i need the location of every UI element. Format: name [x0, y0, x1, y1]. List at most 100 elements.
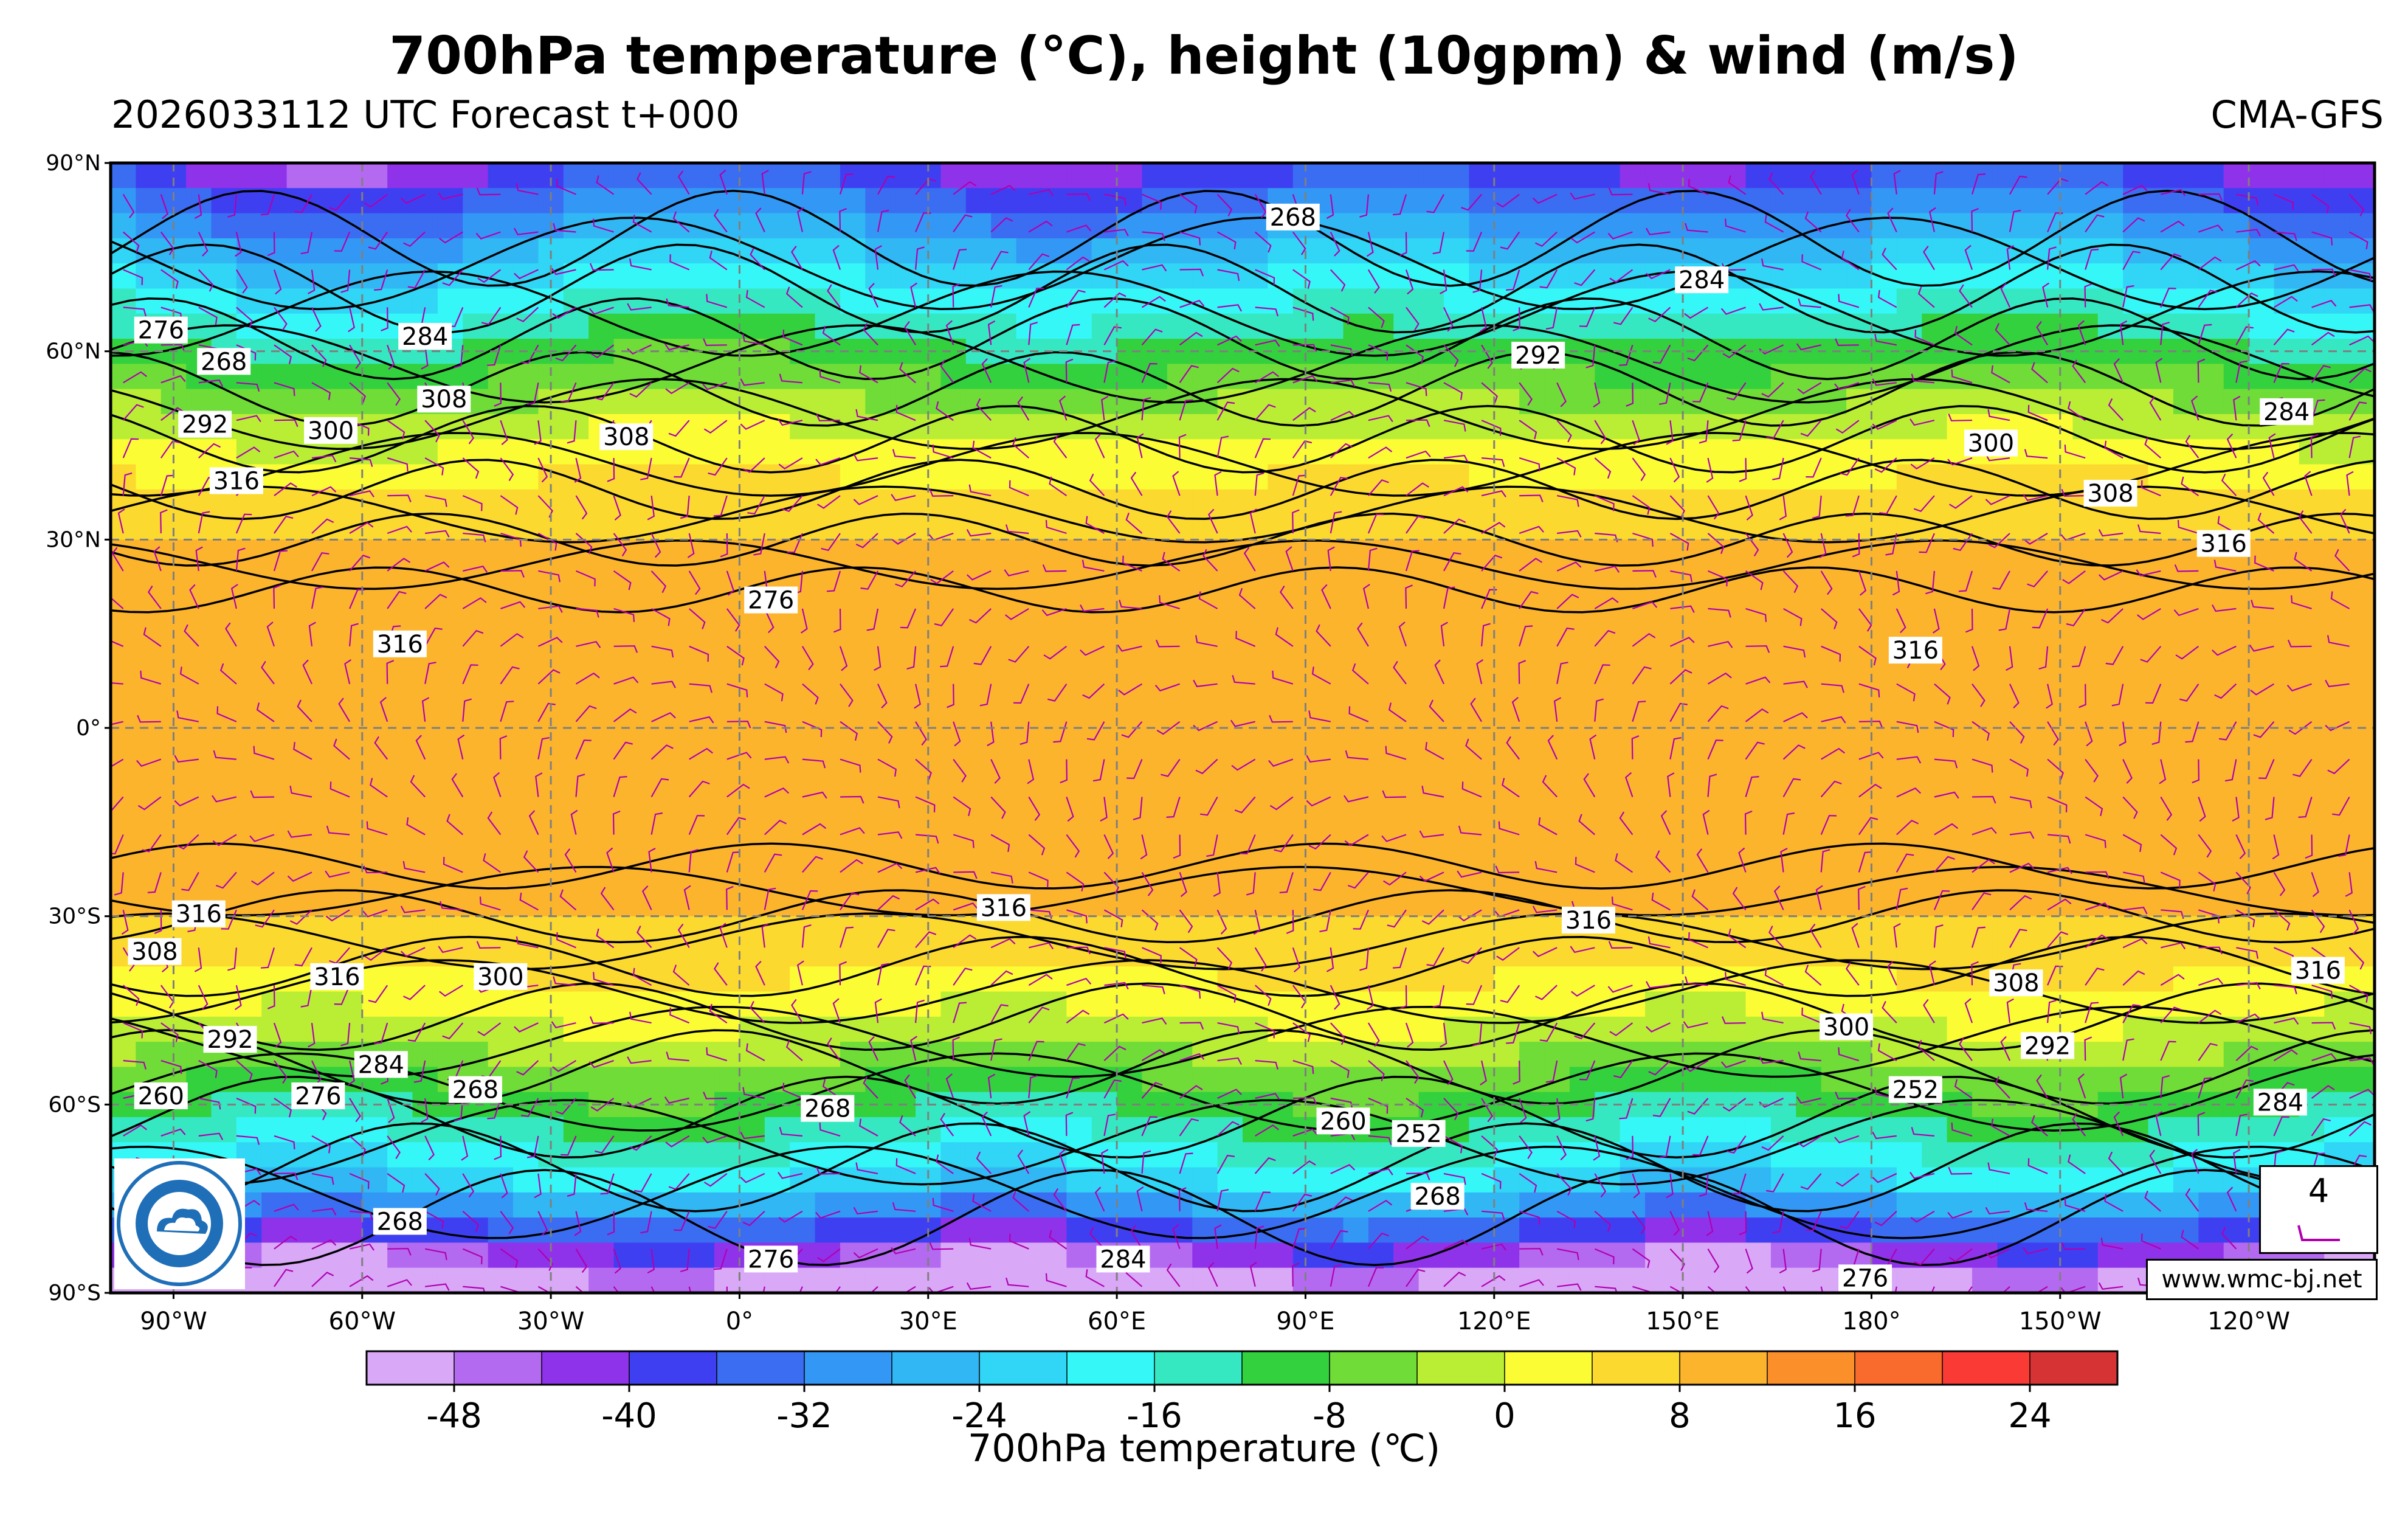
temperature-cell — [689, 765, 716, 792]
temperature-cell — [2249, 464, 2275, 490]
temperature-cell — [2223, 364, 2250, 390]
temperature-cell — [1770, 163, 1797, 189]
temperature-cell — [1217, 514, 1243, 541]
temperature-cell — [1167, 615, 1193, 641]
temperature-cell — [1393, 514, 1420, 541]
temperature-cell — [1041, 815, 1068, 842]
temperature-cell — [513, 564, 539, 590]
temperature-cell — [337, 589, 363, 616]
temperature-cell — [186, 1117, 212, 1143]
temperature-cell — [1544, 389, 1570, 415]
temperature-cell — [840, 389, 866, 415]
temperature-cell — [387, 765, 413, 792]
temperature-cell — [1569, 1192, 1596, 1219]
temperature-cell — [2299, 489, 2325, 516]
temperature-cell — [412, 1042, 438, 1068]
temperature-cell — [764, 966, 791, 992]
temperature-cell — [513, 364, 539, 390]
temperature-cell — [136, 464, 162, 490]
temperature-cell — [689, 740, 716, 766]
temperature-cell — [2097, 615, 2124, 641]
temperature-cell — [815, 1267, 841, 1293]
temperature-cell — [1896, 991, 1923, 1017]
temperature-cell — [840, 765, 866, 792]
temperature-cell — [1997, 489, 2023, 516]
temperature-cell — [890, 514, 917, 541]
temperature-cell — [1871, 163, 1897, 189]
temperature-cell — [1192, 991, 1218, 1017]
temperature-cell — [312, 389, 338, 415]
temperature-cell — [1720, 991, 1747, 1017]
temperature-cell — [1066, 1242, 1092, 1269]
temperature-cell — [186, 640, 212, 666]
temperature-cell — [312, 891, 338, 917]
temperature-cell — [2097, 1267, 2124, 1293]
temperature-cell — [1192, 866, 1218, 892]
temperature-cell — [286, 288, 313, 314]
temperature-cell — [1846, 1142, 1872, 1168]
temperature-cell — [1947, 1267, 1973, 1293]
temperature-cell — [1695, 1016, 1722, 1043]
temperature-cell — [1243, 589, 1269, 616]
temperature-cell — [1117, 966, 1143, 992]
temperature-cell — [1217, 1242, 1243, 1269]
temperature-cell — [186, 690, 212, 716]
temperature-cell — [1268, 238, 1294, 265]
temperature-cell — [1444, 615, 1470, 641]
temperature-cell — [337, 916, 363, 942]
temperature-cell — [463, 615, 489, 641]
temperature-cell — [664, 1142, 690, 1168]
temperature-cell — [186, 163, 212, 189]
temperature-cell — [588, 815, 615, 842]
temperature-cell — [764, 665, 791, 691]
temperature-cell — [2123, 891, 2149, 917]
temperature-cell — [1720, 464, 1747, 490]
temperature-cell — [1695, 966, 1722, 992]
temperature-cell — [890, 765, 917, 792]
temperature-cell — [312, 690, 338, 716]
temperature-cell — [1645, 690, 1671, 716]
temperature-cell — [1142, 991, 1168, 1017]
temperature-cell — [362, 665, 388, 691]
temperature-cell — [1896, 815, 1923, 842]
temperature-cell — [1318, 414, 1344, 440]
temperature-cell — [1016, 389, 1042, 415]
temperature-cell — [1620, 464, 1646, 490]
temperature-cell — [865, 791, 891, 817]
temperature-cell — [2097, 665, 2124, 691]
temperature-cell — [764, 188, 791, 214]
temperature-cell — [1871, 916, 1897, 942]
temperature-cell — [689, 690, 716, 716]
temperature-cell — [286, 815, 313, 842]
temperature-cell — [815, 163, 841, 189]
temperature-cell — [739, 615, 765, 641]
temperature-cell — [186, 765, 212, 792]
temperature-cell — [1997, 891, 2023, 917]
temperature-cell — [1745, 313, 1772, 340]
temperature-cell — [714, 213, 740, 239]
temperature-cell — [2324, 690, 2350, 716]
temperature-cell — [2097, 163, 2124, 189]
temperature-cell — [588, 740, 615, 766]
temperature-cell — [2097, 288, 2124, 314]
temperature-cell — [1972, 1192, 1998, 1219]
temperature-cell — [1896, 916, 1923, 942]
temperature-cell — [2173, 840, 2199, 867]
temperature-cell — [1569, 389, 1596, 415]
temperature-cell — [1645, 640, 1671, 666]
temperature-cell — [840, 263, 866, 289]
temperature-cell — [1217, 891, 1243, 917]
temperature-cell — [815, 188, 841, 214]
temperature-cell — [714, 288, 740, 314]
temperature-cell — [1318, 815, 1344, 842]
temperature-cell — [1821, 464, 1847, 490]
temperature-cell — [1494, 815, 1520, 842]
temperature-cell — [1444, 213, 1470, 239]
temperature-cell — [991, 389, 1017, 415]
temperature-cell — [2324, 213, 2350, 239]
temperature-cell — [991, 690, 1017, 716]
temperature-cell — [2324, 564, 2350, 590]
temperature-cell — [890, 916, 917, 942]
temperature-cell — [2324, 414, 2350, 440]
temperature-cell — [186, 966, 212, 992]
